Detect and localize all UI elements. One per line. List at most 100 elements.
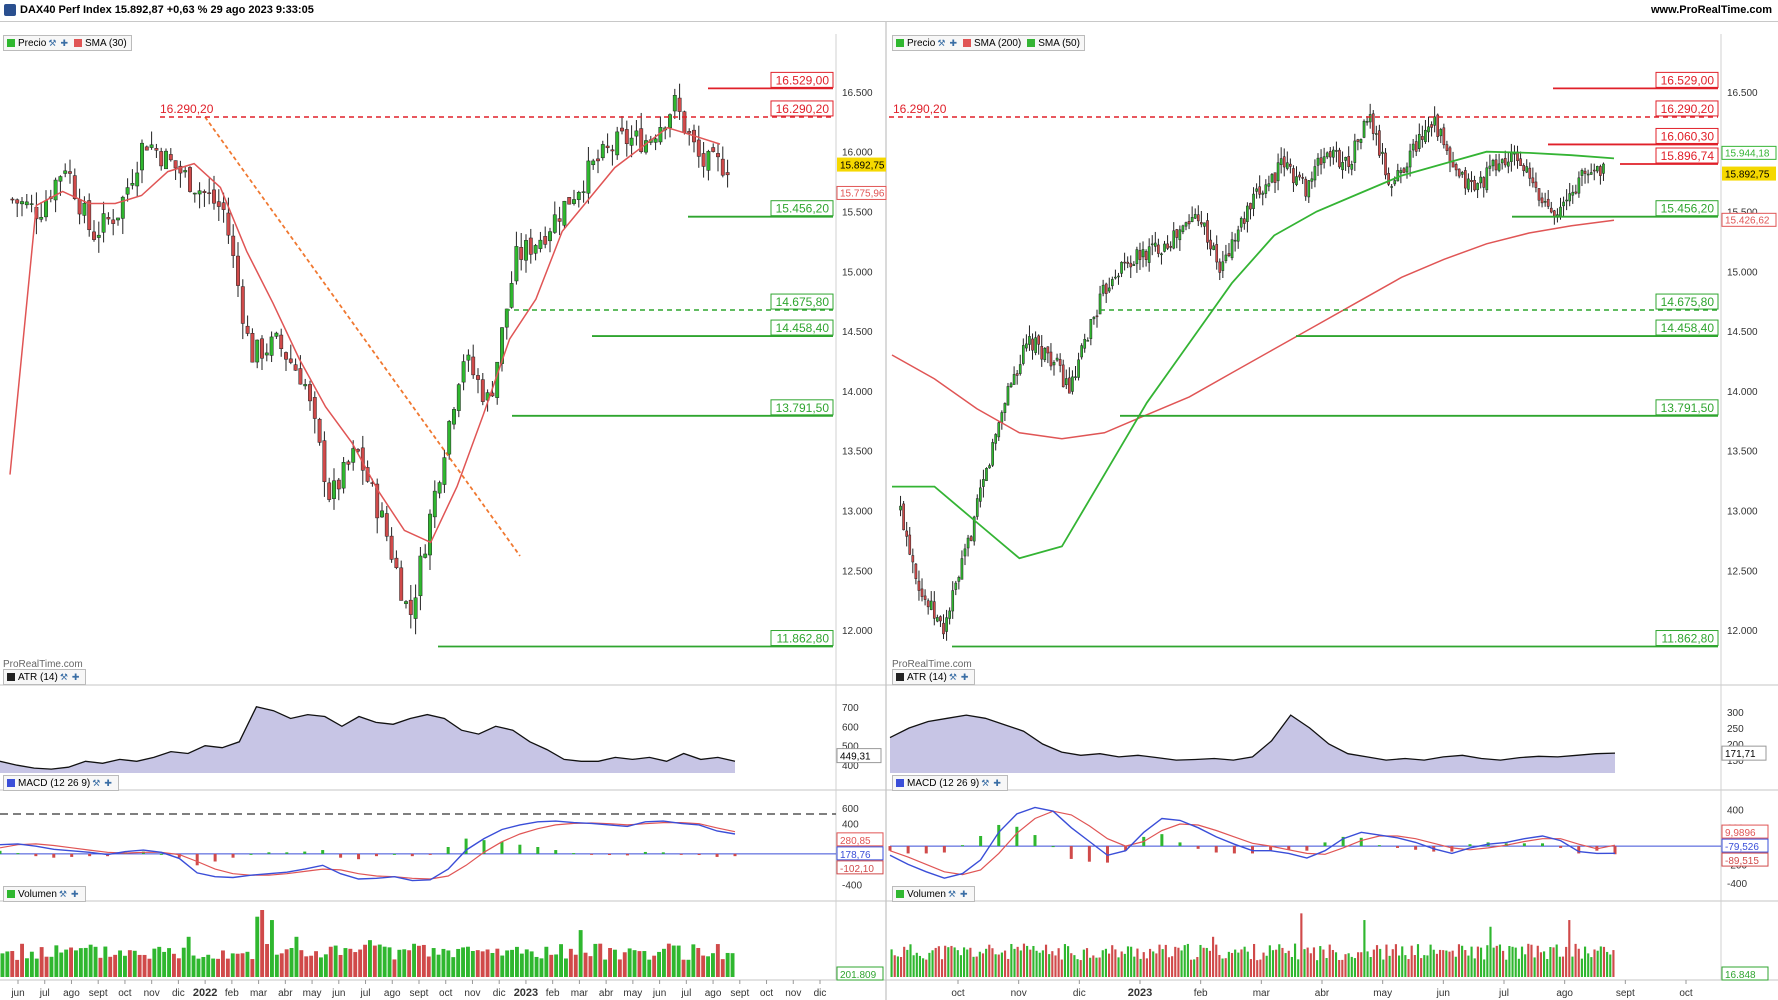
add-icon[interactable]: ✚ xyxy=(71,889,79,899)
left-candle-body xyxy=(528,237,533,255)
left-candle-body xyxy=(672,95,677,112)
wrench-icon[interactable]: ⚒ xyxy=(948,672,957,682)
left-volume-bar xyxy=(191,955,196,977)
left-volume-bar xyxy=(671,945,676,977)
right-volume-bar xyxy=(1426,955,1429,977)
right-macd-hist-bar xyxy=(1323,842,1327,847)
right-candle-body xyxy=(1307,180,1311,198)
left-macd-hist-bar xyxy=(321,850,325,854)
atr-panel-label-right[interactable]: ATR (14) ⚒ ✚ xyxy=(892,669,976,685)
wrench-icon[interactable]: ⚒ xyxy=(937,38,946,48)
website-link[interactable]: www.ProRealTime.com xyxy=(1650,4,1772,16)
add-icon[interactable]: ✚ xyxy=(960,889,968,899)
right-volume-bar xyxy=(1312,947,1316,977)
wrench-icon[interactable]: ⚒ xyxy=(59,672,68,682)
right-candle-body xyxy=(1243,218,1246,224)
add-icon[interactable]: ✚ xyxy=(71,672,80,682)
right-candle-body xyxy=(920,588,924,597)
left-macd-hist-bar xyxy=(249,853,253,855)
left-candle-body xyxy=(562,200,567,226)
right-candle-body xyxy=(1442,127,1446,146)
wrench-icon[interactable]: ⚒ xyxy=(981,778,990,788)
atr-label: ATR (14) xyxy=(18,672,58,683)
add-icon[interactable]: ✚ xyxy=(60,38,68,48)
left-volume-bar xyxy=(93,946,98,977)
left-candle-body xyxy=(548,231,552,242)
left-volume-bar xyxy=(314,951,318,977)
wrench-icon[interactable]: ⚒ xyxy=(58,889,67,899)
right-candle-body xyxy=(1421,136,1424,140)
left-volume-bar xyxy=(270,920,274,977)
add-icon[interactable]: ✚ xyxy=(104,778,112,788)
sma200-label: SMA (200) xyxy=(973,38,1022,49)
right-candle-body xyxy=(1310,178,1314,182)
right-price-tick: 16.500 xyxy=(1727,88,1758,99)
price-swatch xyxy=(7,39,15,47)
right-candle-body xyxy=(1316,157,1320,166)
right-macd-badge-histogram xyxy=(1721,852,1769,867)
left-xtick-label: oct xyxy=(118,988,132,999)
wrench-icon[interactable]: ⚒ xyxy=(48,38,57,48)
price-panel-label-right[interactable]: Precio ⚒ ✚ SMA (200) SMA (50) xyxy=(892,35,1085,51)
price-panel-label[interactable]: Precio ⚒ ✚ SMA (30) xyxy=(3,35,132,51)
left-macd-hist-bar xyxy=(572,853,576,855)
right-volume-bar xyxy=(1249,959,1252,977)
right-volume-bar xyxy=(1022,943,1026,977)
left-volume-bar xyxy=(196,958,201,977)
volume-panel-label[interactable]: Volumen ⚒ ✚ xyxy=(3,886,86,902)
left-xtick-label: mar xyxy=(571,988,589,999)
right-volume-bar xyxy=(1051,951,1054,977)
left-volume-bar xyxy=(593,943,598,977)
left-candle-body xyxy=(144,146,149,151)
left-macd-hist-bar xyxy=(285,852,289,854)
right-macd-hist-bar xyxy=(961,845,964,847)
right-volume-bar xyxy=(1398,955,1401,977)
right-macd-line xyxy=(889,806,1616,879)
left-candle-body xyxy=(629,137,634,146)
right-volume-value: 16.848 xyxy=(1725,970,1756,981)
right-volume-bar xyxy=(1461,945,1464,977)
left-candle-body xyxy=(418,555,423,597)
right-candle-body xyxy=(945,617,948,632)
left-macd-hist-bar xyxy=(428,853,432,855)
left-volume-bar xyxy=(250,959,255,977)
left-candle-body xyxy=(96,234,101,238)
right-candle-body xyxy=(1451,161,1455,168)
left-xtick-label: ago xyxy=(705,988,722,999)
wrench-icon[interactable]: ⚒ xyxy=(92,778,101,788)
chart-canvas[interactable]: 16.500 16.000 15.500 15.000 14.500 14.000 13.5… xyxy=(0,22,1778,1000)
left-candle-body xyxy=(394,557,399,568)
add-icon[interactable]: ✚ xyxy=(993,778,1001,788)
left-candle-body xyxy=(77,199,82,215)
right-volume-bar xyxy=(1328,944,1331,977)
right-atr-badge xyxy=(1721,745,1767,761)
left-candle-body xyxy=(610,149,615,152)
left-candle-body xyxy=(476,375,480,380)
macd-swatch xyxy=(7,779,15,787)
right-candle-body xyxy=(1384,152,1387,176)
right-volume-bar xyxy=(1350,956,1353,977)
left-macd-hist-bar xyxy=(482,840,486,854)
atr-panel-label[interactable]: ATR (14) ⚒ ✚ xyxy=(3,669,87,685)
wrench-icon[interactable]: ⚒ xyxy=(947,889,956,899)
left-volume-bar xyxy=(515,946,519,977)
macd-panel-label[interactable]: MACD (12 26 9) ⚒ ✚ xyxy=(3,775,119,791)
right-candle-body xyxy=(1571,191,1575,196)
add-icon[interactable]: ✚ xyxy=(960,672,969,682)
right-macd-hist-bar xyxy=(1178,842,1182,847)
macd-panel-label-right[interactable]: MACD (12 26 9) ⚒ ✚ xyxy=(892,775,1008,791)
right-candle-body xyxy=(1104,283,1108,294)
left-macd-tick: -400 xyxy=(842,880,862,891)
right-candle-body xyxy=(1028,336,1031,345)
add-icon[interactable]: ✚ xyxy=(949,38,957,48)
right-candle-body xyxy=(1031,338,1034,351)
right-candle-body xyxy=(1467,178,1470,190)
left-xtick-label: oct xyxy=(439,988,453,999)
right-volume-bar xyxy=(1571,956,1574,977)
right-volume-bar xyxy=(1574,943,1577,977)
left-volume-bar xyxy=(436,954,441,977)
right-volume-bar xyxy=(1464,950,1467,977)
left-watermark: ProRealTime.com xyxy=(3,659,83,670)
right-volume-bar xyxy=(1152,951,1155,977)
volume-panel-label-right[interactable]: Volumen ⚒ ✚ xyxy=(892,886,975,902)
